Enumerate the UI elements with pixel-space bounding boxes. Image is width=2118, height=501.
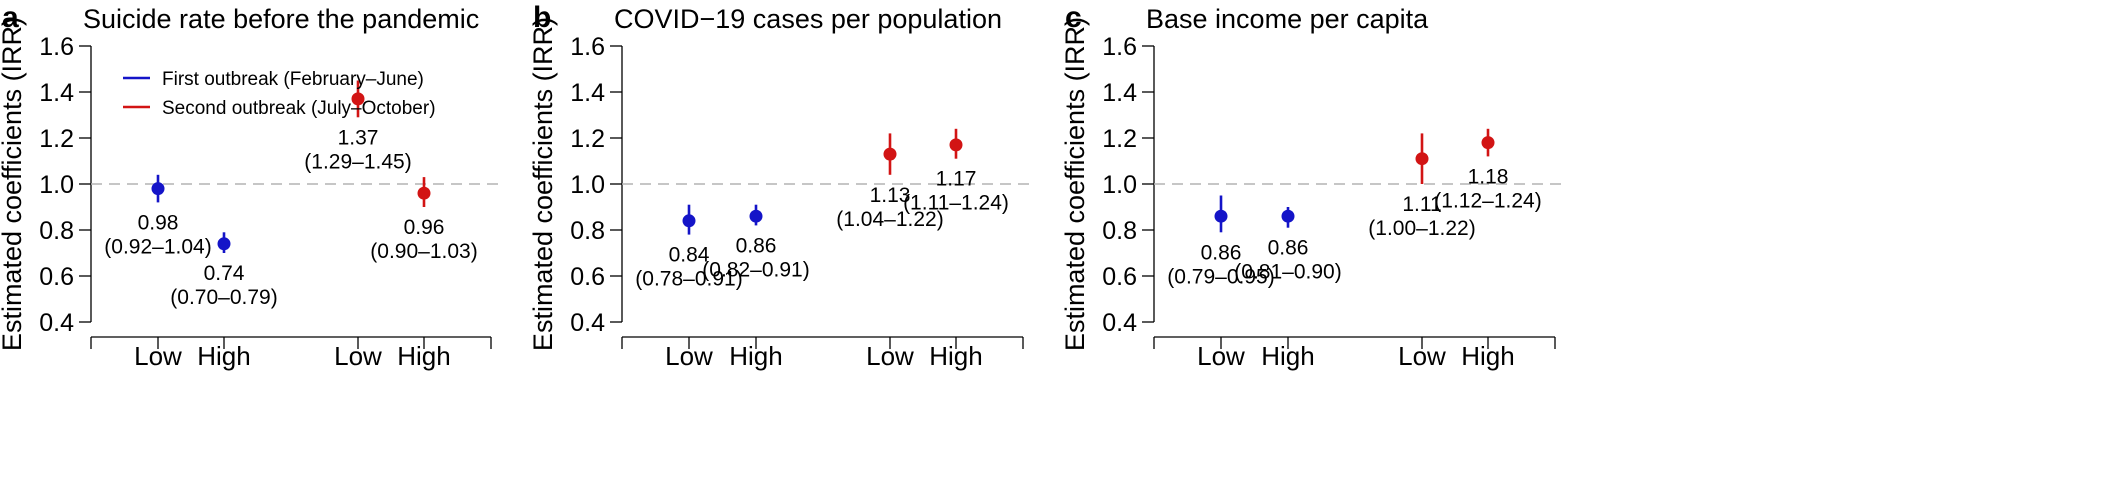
panel-c: c Base income per capita Estimated coeffic… bbox=[1060, 1, 1567, 371]
y-tick-label: 0.8 bbox=[1102, 217, 1137, 245]
panel-b: b COVID−19 cases per population Estimated … bbox=[528, 1, 1035, 371]
x-tick-label: High bbox=[197, 341, 250, 371]
y-tick-label: 0.4 bbox=[1102, 309, 1137, 337]
ci-label: (0.90–1.03) bbox=[370, 240, 477, 263]
data-point bbox=[1481, 136, 1495, 150]
panel-title: COVID−19 cases per population bbox=[614, 4, 1002, 34]
y-axis-label: Estimated coefficients (IRR) bbox=[528, 17, 558, 351]
y-tick-label: 0.6 bbox=[1102, 263, 1137, 291]
panel-a: a Suicide rate before the pandemic Estimat… bbox=[0, 1, 503, 371]
data-point bbox=[682, 214, 696, 228]
x-tick-label: High bbox=[729, 341, 782, 371]
value-label: 1.13 bbox=[870, 184, 911, 207]
value-label: 1.11 bbox=[1402, 193, 1441, 216]
y-axis-label: Estimated coefficients (IRR) bbox=[0, 17, 27, 351]
panel-title: Suicide rate before the pandemic bbox=[83, 4, 479, 34]
data-point bbox=[749, 209, 763, 223]
legend: First outbreak (February–June) Second ou… bbox=[123, 69, 436, 119]
ci-label: (1.29–1.45) bbox=[304, 150, 411, 173]
x-tick-label: Low bbox=[665, 341, 713, 371]
x-tick-label: Low bbox=[134, 341, 182, 371]
ci-label: (0.92–1.04) bbox=[104, 235, 211, 258]
y-tick-label: 0.6 bbox=[570, 263, 605, 291]
y-tick-label: 1.6 bbox=[1102, 33, 1137, 61]
panel-title: Base income per capita bbox=[1146, 4, 1429, 34]
panel-letter: b bbox=[533, 1, 551, 34]
x-tick-label: High bbox=[397, 341, 450, 371]
data-point bbox=[217, 237, 231, 251]
panel-letter: c bbox=[1065, 1, 1082, 34]
value-label: 0.84 bbox=[669, 244, 710, 267]
y-tick-label: 1.0 bbox=[570, 171, 605, 199]
y-tick-label: 1.0 bbox=[1102, 171, 1137, 199]
ci-label: (0.78–0.91) bbox=[635, 268, 742, 291]
y-tick-label: 1.0 bbox=[39, 171, 74, 199]
ci-label: (1.12–1.24) bbox=[1434, 189, 1541, 212]
value-label: 0.96 bbox=[404, 216, 445, 239]
value-label: 0.86 bbox=[736, 234, 777, 257]
x-tick-label: Low bbox=[866, 341, 914, 371]
y-tick-label: 1.6 bbox=[570, 33, 605, 61]
y-tick-label: 1.2 bbox=[570, 125, 605, 153]
y-tick-label: 1.6 bbox=[39, 33, 74, 61]
x-tick-label: Low bbox=[1197, 341, 1245, 371]
ci-label: (1.00–1.22) bbox=[1368, 217, 1475, 240]
y-tick-label: 1.2 bbox=[1102, 125, 1137, 153]
x-tick-label: High bbox=[1461, 341, 1514, 371]
panel-letter: a bbox=[2, 1, 19, 34]
y-tick-label: 1.4 bbox=[1102, 79, 1137, 107]
x-tick-label: Low bbox=[334, 341, 382, 371]
legend-label-second: Second outbreak (July–October) bbox=[162, 98, 436, 119]
data-point bbox=[417, 186, 431, 200]
y-tick-label: 1.2 bbox=[39, 125, 74, 153]
ci-label: (1.11–1.24) bbox=[903, 192, 1009, 215]
data-point bbox=[1281, 209, 1295, 223]
value-label: 1.37 bbox=[338, 126, 379, 149]
y-tick-label: 0.4 bbox=[39, 309, 74, 337]
x-tick-label: High bbox=[929, 341, 982, 371]
ci-label: (0.70–0.79) bbox=[170, 286, 277, 309]
data-point bbox=[949, 138, 963, 152]
value-label: 0.86 bbox=[1201, 241, 1242, 264]
y-tick-label: 0.8 bbox=[570, 217, 605, 245]
data-point bbox=[1415, 152, 1429, 166]
data-point bbox=[1214, 209, 1228, 223]
data-point bbox=[883, 147, 897, 161]
x-tick-label: High bbox=[1261, 341, 1314, 371]
ci-label: (1.04–1.22) bbox=[836, 208, 943, 231]
data-point bbox=[151, 182, 165, 196]
y-tick-label: 0.8 bbox=[39, 217, 74, 245]
y-tick-label: 1.4 bbox=[570, 79, 605, 107]
value-label: 0.86 bbox=[1268, 237, 1309, 260]
legend-label-first: First outbreak (February–June) bbox=[162, 69, 424, 90]
ci-label: (0.81–0.90) bbox=[1234, 261, 1341, 284]
x-tick-label: Low bbox=[1398, 341, 1446, 371]
y-tick-label: 1.4 bbox=[39, 79, 74, 107]
y-axis-label: Estimated coefficients (IRR) bbox=[1060, 17, 1090, 351]
value-label: 0.74 bbox=[204, 262, 245, 285]
data-point bbox=[351, 92, 365, 106]
y-tick-label: 0.4 bbox=[570, 309, 605, 337]
value-label: 1.18 bbox=[1468, 165, 1509, 188]
value-label: 1.17 bbox=[936, 168, 977, 191]
ci-label: (0.79–0.95) bbox=[1167, 265, 1274, 288]
value-label: 0.98 bbox=[138, 211, 179, 234]
ci-label: (0.82–0.91) bbox=[702, 258, 809, 281]
y-tick-label: 0.6 bbox=[39, 263, 74, 291]
